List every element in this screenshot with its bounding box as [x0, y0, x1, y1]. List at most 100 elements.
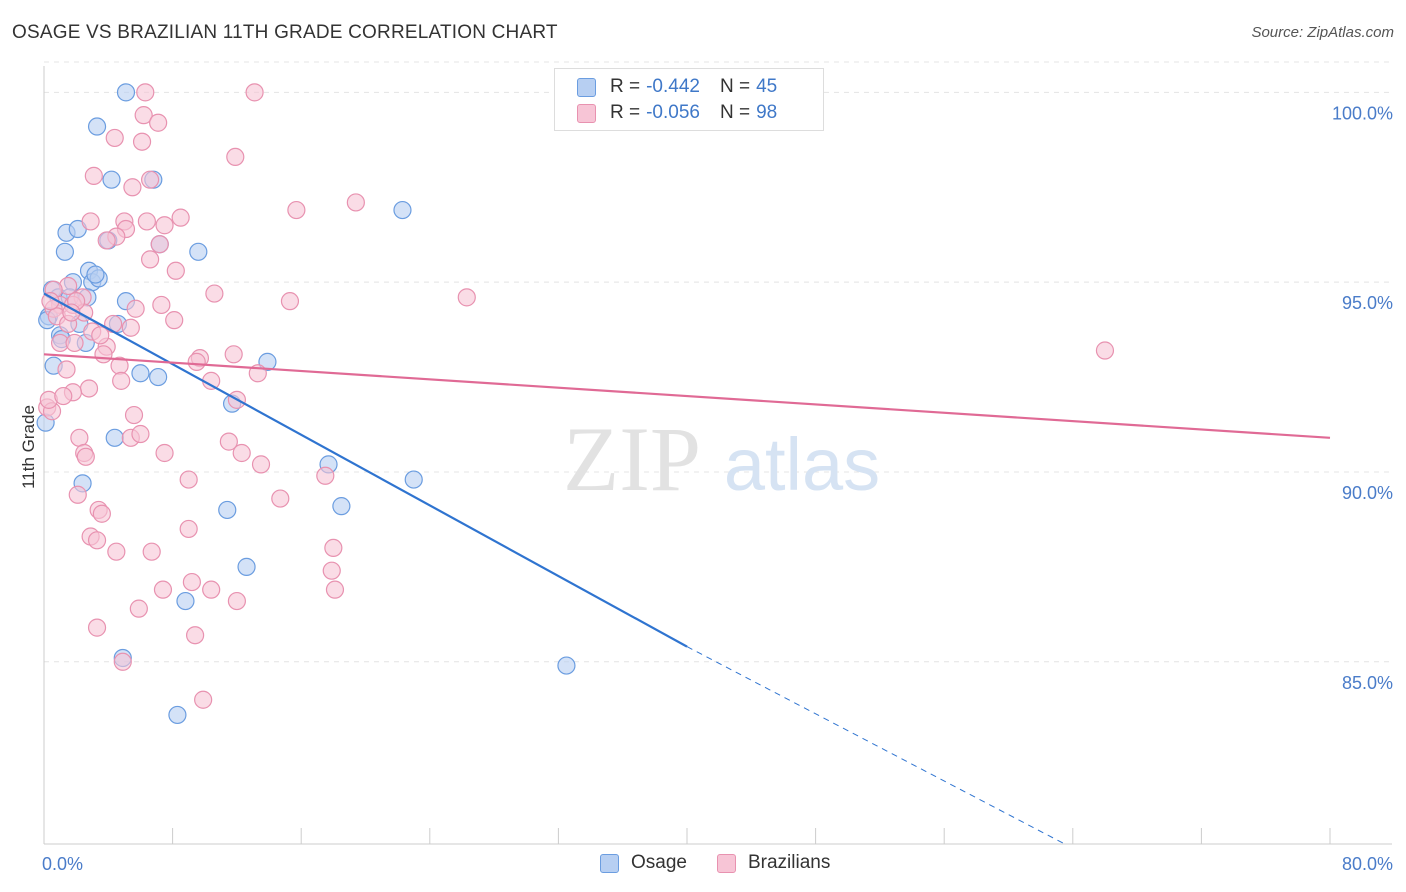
point-brazilians [140, 250, 160, 269]
point-brazilians [121, 318, 140, 337]
point-brazilians [324, 538, 343, 558]
legend-r-label: R = [610, 76, 641, 97]
point-brazilians [92, 504, 111, 523]
point-brazilians [245, 83, 264, 102]
point-osage [116, 83, 136, 102]
point-osage [189, 242, 208, 261]
y-tick-label: 100.0% [1332, 103, 1393, 123]
point-brazilians [113, 652, 132, 671]
y-tick-labels: 85.0% 90.0% 95.0% 100.0% [1332, 103, 1393, 692]
trend-line-osage [43, 292, 688, 648]
series-name-brazilians: Brazilians [747, 852, 831, 873]
point-brazilians [271, 489, 290, 508]
point-brazilians [79, 379, 99, 398]
point-osage [131, 364, 150, 383]
point-brazilians [224, 345, 243, 364]
point-brazilians [91, 326, 110, 345]
point-osage [102, 170, 121, 189]
point-brazilians [325, 580, 345, 599]
series-swatch-osage [600, 853, 619, 873]
point-brazilians [112, 371, 131, 390]
point-brazilians [132, 132, 152, 151]
point-brazilians [322, 561, 341, 580]
point-brazilians [142, 542, 161, 561]
point-brazilians [1095, 341, 1115, 360]
y-tick-label: 95.0% [1342, 293, 1393, 313]
series-legend-osage: Osage [600, 852, 687, 874]
series-name-osage: Osage [631, 852, 687, 873]
axes [43, 66, 1392, 845]
point-brazilians [165, 311, 184, 330]
point-brazilians [280, 292, 300, 311]
legend-n-label: N = [719, 76, 751, 97]
point-brazilians [251, 455, 271, 474]
point-brazilians [187, 352, 206, 371]
point-brazilians [194, 690, 213, 709]
point-brazilians [129, 599, 148, 618]
point-brazilians [457, 288, 476, 307]
point-brazilians [202, 580, 221, 599]
point-osage [55, 242, 74, 261]
point-osage [176, 591, 195, 611]
point-brazilians [97, 231, 116, 250]
y-tick-label: 85.0% [1342, 673, 1393, 693]
point-brazilians [179, 470, 198, 489]
x-tick-labels: 0.0% 80.0% [42, 854, 1393, 874]
point-brazilians [150, 235, 169, 254]
point-brazilians [84, 166, 103, 185]
x-tick-label: 80.0% [1342, 854, 1393, 874]
series-legend-brazilians: Brazilians [716, 852, 831, 874]
point-osage [168, 705, 187, 725]
point-osage [404, 470, 423, 489]
legend-swatch-osage [577, 77, 596, 97]
point-brazilians [68, 485, 87, 504]
point-brazilians [166, 261, 185, 280]
point-brazilians [57, 360, 76, 379]
legend-r-label: R = [610, 102, 641, 123]
point-brazilians [152, 295, 171, 315]
point-brazilians [186, 626, 205, 645]
point-osage [86, 265, 105, 284]
point-brazilians [182, 572, 201, 592]
point-osage [557, 656, 576, 675]
series-legend: Osage Brazilians [600, 852, 860, 874]
point-brazilians [155, 216, 174, 235]
source-label: Source: ZipAtlas.com [1251, 24, 1394, 41]
point-brazilians [226, 147, 245, 167]
point-brazilians [94, 345, 113, 364]
watermark: ZIP atlas [563, 408, 880, 510]
point-brazilians [179, 519, 198, 539]
legend-n-value: 45 [756, 76, 778, 97]
point-osage [237, 557, 256, 576]
point-brazilians [346, 193, 365, 212]
data-points [36, 83, 1115, 725]
legend-n-value: 98 [756, 102, 778, 123]
point-brazilians [227, 591, 246, 611]
point-brazilians [123, 178, 142, 197]
point-brazilians [205, 284, 224, 303]
point-brazilians [232, 443, 251, 463]
point-brazilians [136, 83, 155, 102]
point-brazilians [137, 212, 156, 231]
watermark-zip: ZIP [563, 408, 701, 510]
point-brazilians [287, 200, 306, 220]
point-brazilians [131, 424, 150, 444]
point-osage [105, 428, 124, 447]
point-brazilians [87, 531, 107, 550]
x-tick-label: 0.0% [42, 854, 83, 874]
trend-lines [43, 292, 1331, 845]
chart-title: OSAGE VS BRAZILIAN 11TH GRADE CORRELATIO… [12, 22, 558, 43]
watermark-atlas: atlas [724, 423, 880, 506]
point-brazilians [54, 386, 73, 406]
point-brazilians [153, 580, 173, 599]
y-tick-label: 90.0% [1342, 483, 1393, 503]
point-brazilians [107, 542, 126, 561]
legend-row-brazilians: R = -0.056 N = 98 [577, 101, 777, 125]
point-brazilians [149, 113, 168, 132]
point-brazilians [70, 428, 89, 447]
point-brazilians [124, 405, 144, 425]
point-brazilians [65, 333, 84, 353]
point-brazilians [134, 106, 153, 125]
point-brazilians [155, 443, 174, 463]
